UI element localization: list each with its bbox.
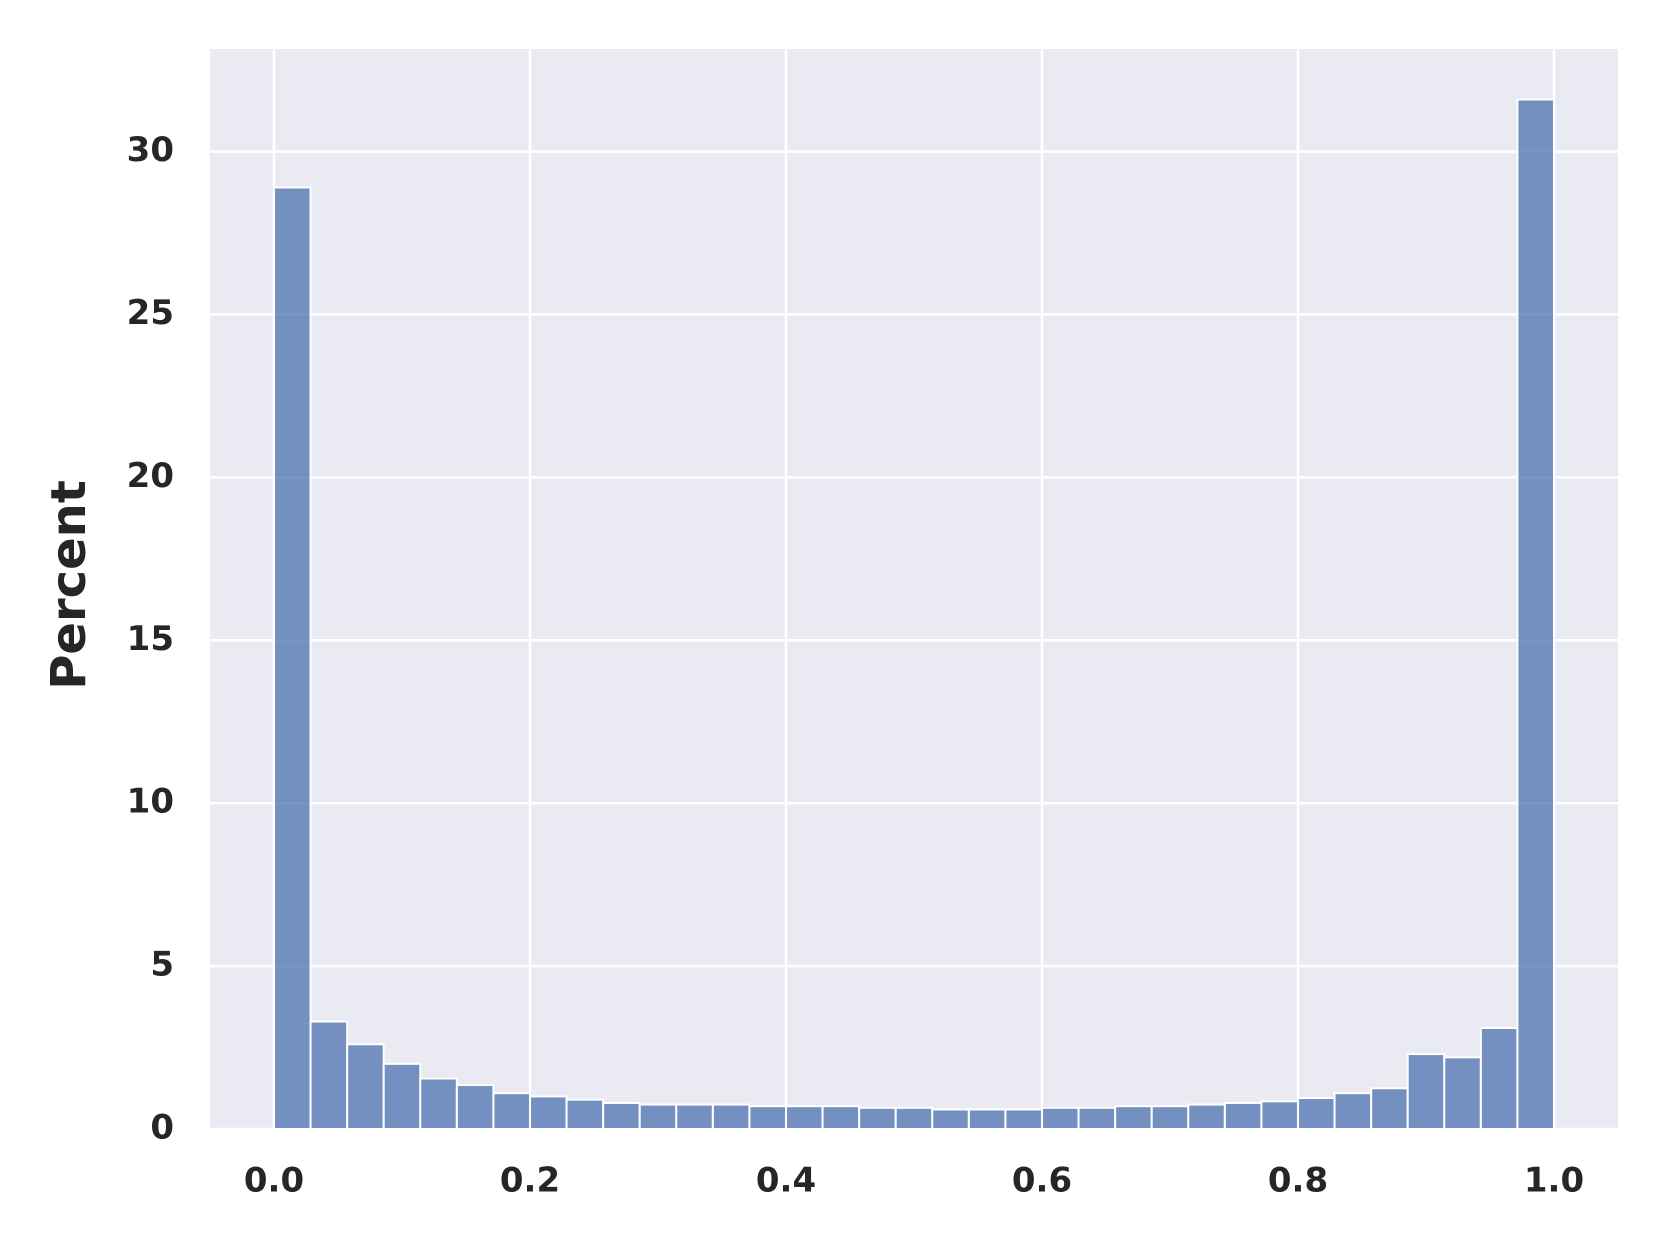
bar xyxy=(455,1084,495,1130)
x-tick-label: 1.0 xyxy=(1524,1161,1584,1201)
bar xyxy=(1187,1103,1226,1130)
bar xyxy=(638,1103,678,1130)
y-axis-label: Percent xyxy=(41,480,97,690)
x-tick-label: 0.8 xyxy=(1268,1161,1328,1201)
bar xyxy=(931,1108,970,1131)
bar xyxy=(309,1020,349,1131)
bar xyxy=(273,186,312,1130)
y-tick-label: 10 xyxy=(127,782,174,822)
bar xyxy=(967,1108,1007,1131)
x-tick-label: 0.6 xyxy=(1012,1161,1072,1201)
bar xyxy=(1260,1100,1299,1131)
y-tick-label: 5 xyxy=(150,945,174,985)
bar xyxy=(1077,1106,1117,1130)
bar xyxy=(1479,1027,1519,1130)
bar xyxy=(1516,98,1555,1131)
bar xyxy=(529,1095,568,1130)
bar xyxy=(858,1106,897,1130)
bar xyxy=(602,1101,641,1130)
bar xyxy=(748,1105,788,1131)
bar xyxy=(711,1103,751,1130)
x-tick-label: 0.4 xyxy=(756,1161,816,1201)
bar xyxy=(1150,1105,1190,1131)
bar xyxy=(1443,1056,1482,1131)
bar xyxy=(785,1105,824,1131)
bar xyxy=(1041,1106,1080,1130)
bar xyxy=(675,1103,714,1130)
x-tick-label: 0.0 xyxy=(244,1161,304,1201)
y-tick-label: 0 xyxy=(150,1108,174,1148)
bar xyxy=(1406,1053,1446,1130)
bar xyxy=(1004,1108,1044,1131)
bar xyxy=(1223,1101,1263,1130)
y-tick-label: 15 xyxy=(127,619,174,659)
bar xyxy=(1333,1092,1373,1130)
x-tick-label: 0.2 xyxy=(500,1161,560,1201)
bar xyxy=(382,1062,422,1131)
y-tick-label: 30 xyxy=(127,130,174,170)
bar xyxy=(1370,1087,1409,1130)
plot-area xyxy=(210,49,1618,1129)
y-tick-label: 25 xyxy=(127,293,174,333)
bar xyxy=(894,1106,934,1130)
bar xyxy=(565,1098,605,1130)
bar xyxy=(419,1077,458,1131)
bar xyxy=(492,1092,531,1130)
bar xyxy=(821,1105,861,1131)
bar xyxy=(1297,1097,1336,1131)
bar xyxy=(346,1043,385,1130)
y-tick-label: 20 xyxy=(127,456,174,496)
bar xyxy=(1114,1105,1153,1131)
